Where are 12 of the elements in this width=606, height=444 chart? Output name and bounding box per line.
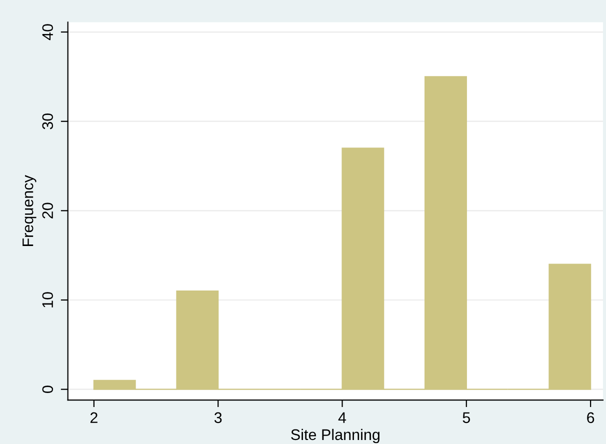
y-tick-label: 10 [42,292,54,308]
x-tick-label: 6 [587,412,594,424]
x-tick-label: 3 [214,412,222,424]
y-axis-title: Frequency [22,175,36,246]
y-tick-label: 20 [42,202,54,218]
x-tick-label: 4 [338,412,346,423]
y-tick-label: 40 [42,24,54,40]
x-tick-label: 5 [462,412,470,424]
y-tick-label: 0 [42,386,54,393]
x-tick-label: 2 [90,412,98,423]
y-tick-label: 30 [42,113,54,130]
x-axis-title: Site Planning [291,428,380,444]
